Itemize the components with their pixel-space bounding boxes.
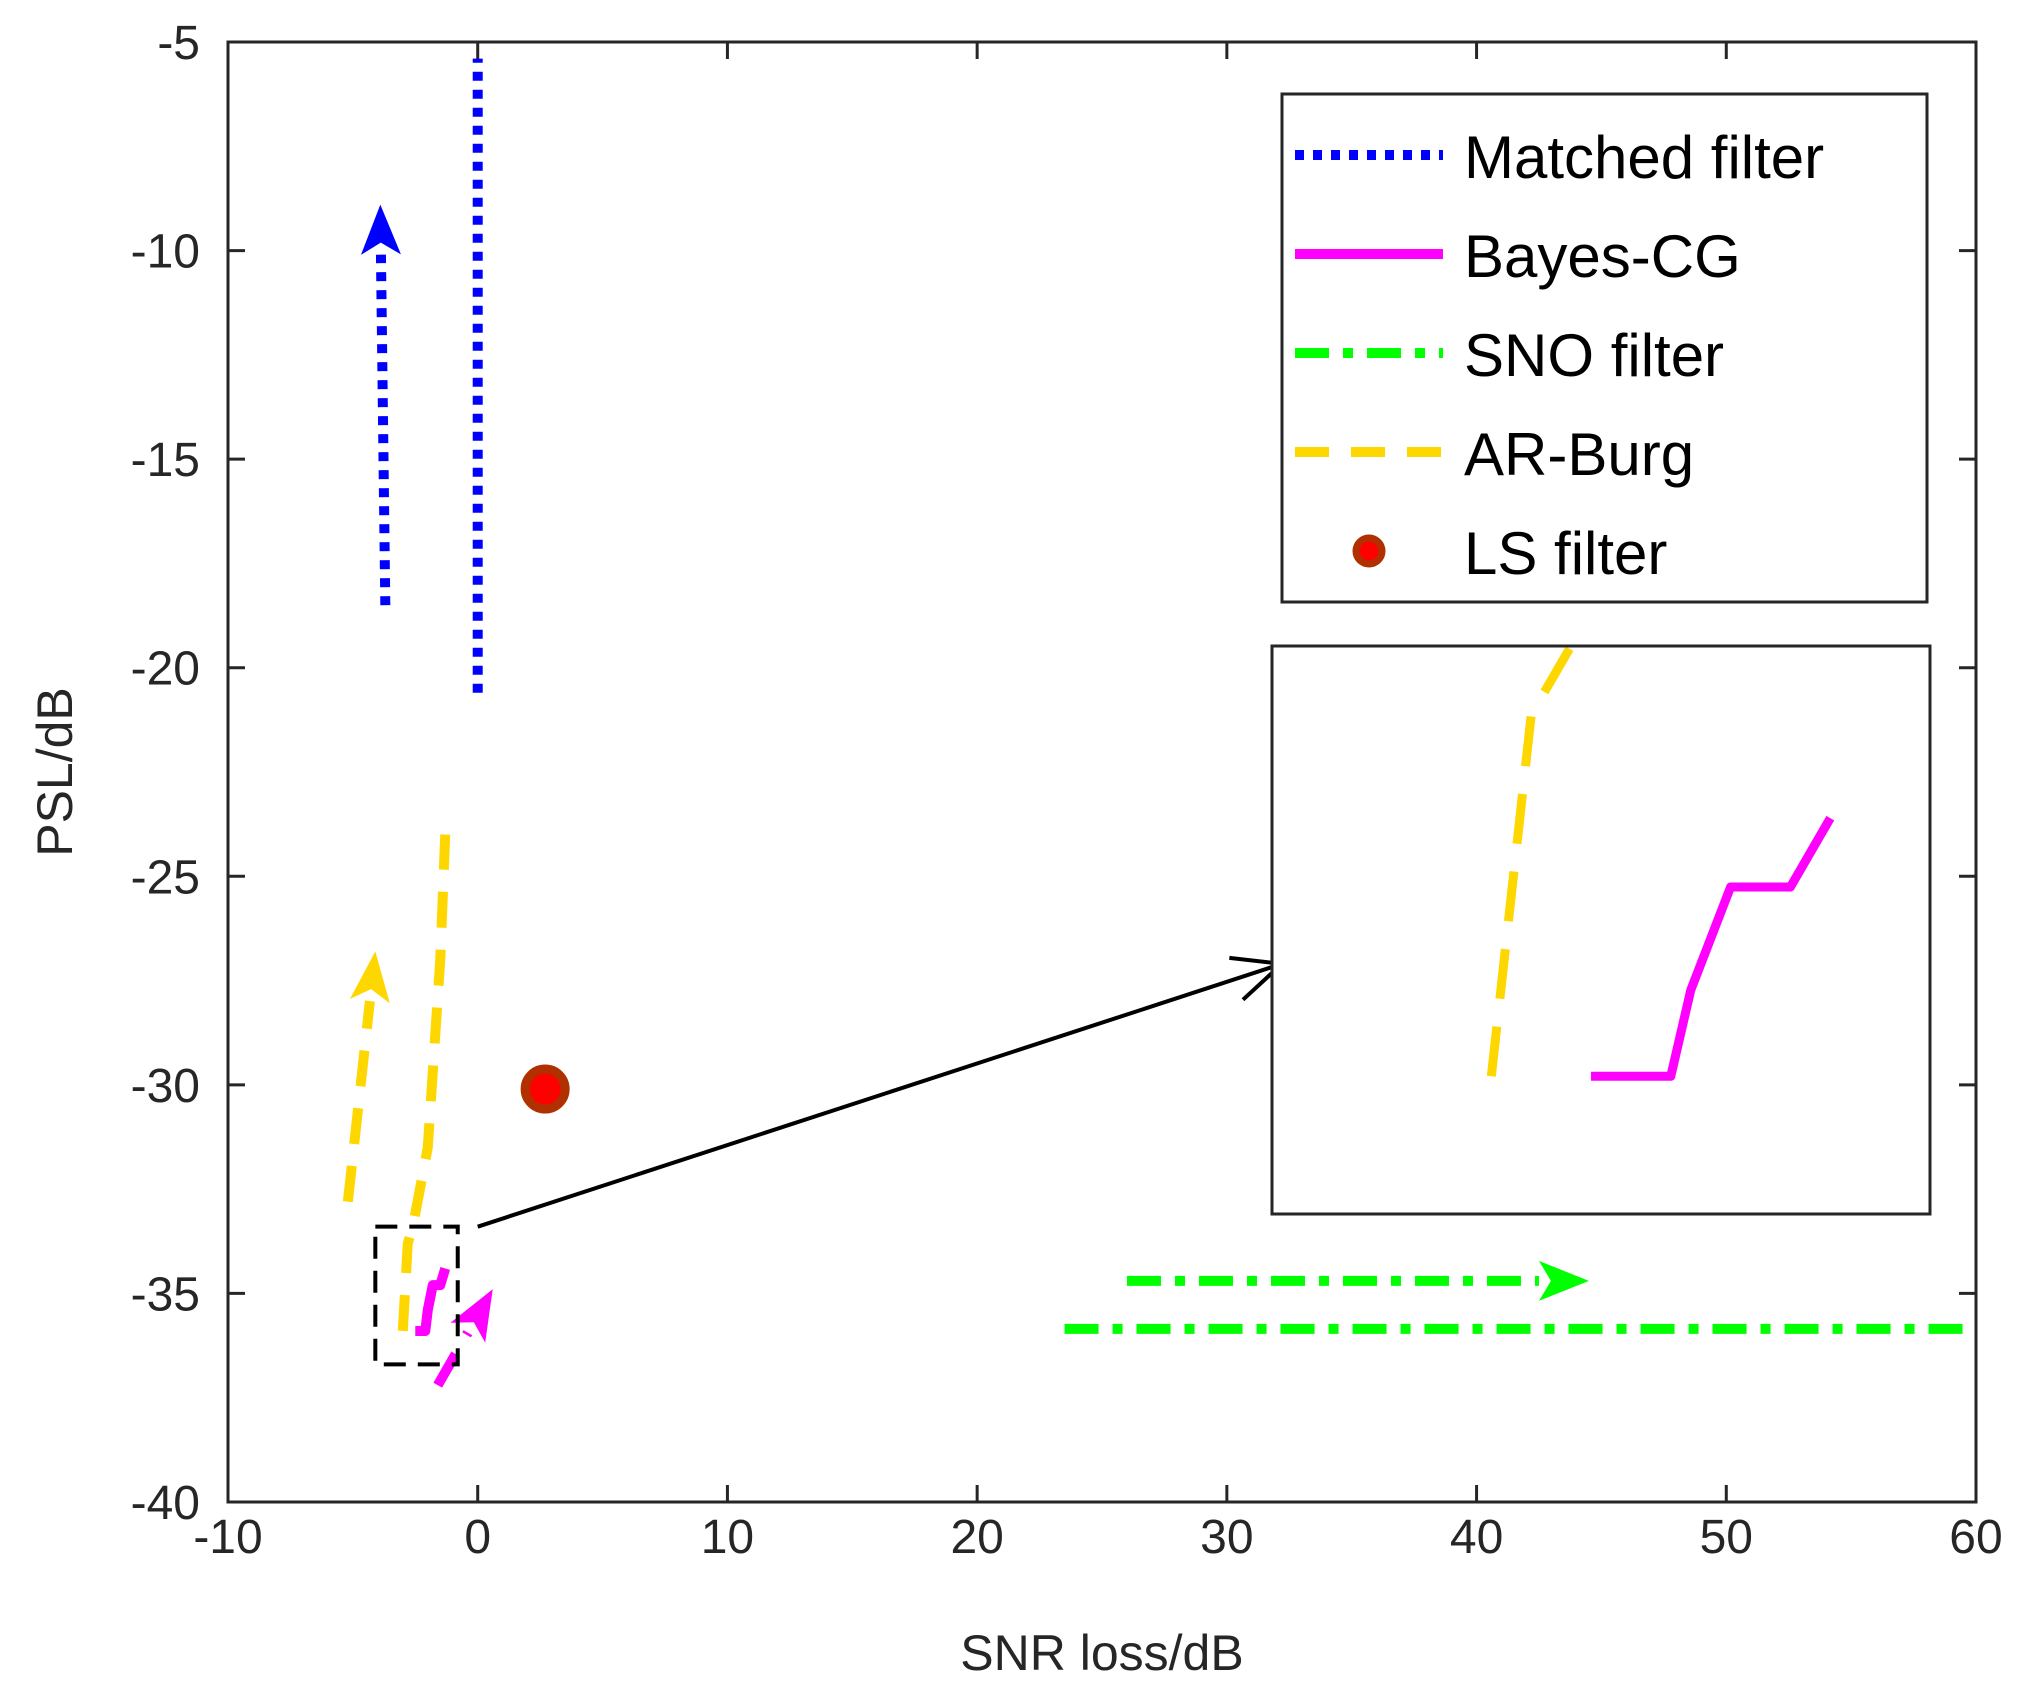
x-tick-label: -10 xyxy=(193,1511,262,1564)
x-tick-label: 40 xyxy=(1450,1511,1503,1564)
x-tick-label: 30 xyxy=(1200,1511,1253,1564)
x-tick-label: 60 xyxy=(1949,1511,2002,1564)
y-tick-label: -25 xyxy=(131,851,200,904)
series-layer xyxy=(397,58,1976,1336)
series-bayes-cg-line xyxy=(415,1266,451,1336)
y-tick-label: -35 xyxy=(131,1268,200,1321)
arrow-head xyxy=(349,951,390,1004)
x-tick-label: 20 xyxy=(950,1511,1003,1564)
arrow-head xyxy=(450,1289,493,1343)
arrow-head xyxy=(1538,1260,1589,1301)
legend-label-bayes-cg: Bayes-CG xyxy=(1464,223,1741,290)
y-tick-label: -5 xyxy=(157,17,200,70)
legend-label-ar-burg: AR-Burg xyxy=(1464,421,1694,488)
series-ls-filter-marker xyxy=(520,1064,570,1114)
arrow-shaft xyxy=(342,1000,375,1203)
arrow-shaft xyxy=(433,1330,473,1388)
y-tick-label: -40 xyxy=(131,1477,200,1530)
inset-frame xyxy=(1270,644,1932,1216)
inset-layer xyxy=(1486,646,1835,1081)
y-tick-label: -15 xyxy=(131,434,200,487)
legend-label-ls-filter: LS filter xyxy=(1464,520,1667,587)
y-tick-label: -10 xyxy=(131,226,200,279)
y-tick-label: -30 xyxy=(131,1060,200,1113)
legend: Matched filter Bayes-CG SNO filter AR-Bu… xyxy=(1280,92,1929,604)
series-ar-burg-line xyxy=(397,834,451,1332)
x-tick-labels: -10 0 10 20 30 40 50 60 xyxy=(193,1511,2002,1564)
arrow-shaft xyxy=(375,254,391,606)
arrow-layer xyxy=(342,204,1589,1388)
x-tick-label: 50 xyxy=(1700,1511,1753,1564)
zoom-region-box xyxy=(373,1224,460,1367)
inset-panel xyxy=(1270,644,1932,1216)
x-axis-label: SNR loss/dB xyxy=(960,1625,1243,1681)
legend-label-matched-filter: Matched filter xyxy=(1464,124,1824,191)
plot-frame xyxy=(226,40,1978,1504)
arrow-shaft xyxy=(477,961,1283,1229)
legend-symbols xyxy=(1295,150,1443,568)
legend-symbol-ls-filter xyxy=(1352,534,1386,568)
legend-label-sno-filter: SNO filter xyxy=(1464,322,1724,389)
y-tick-labels: -40 -35 -30 -25 -20 -15 -10 -5 xyxy=(131,17,200,1530)
y-tick-label: -20 xyxy=(131,643,200,696)
x-tick-label: 0 xyxy=(464,1511,491,1564)
x-tick-label: 10 xyxy=(701,1511,754,1564)
y-axis-label: PSL/dB xyxy=(27,687,83,857)
inset-series-bayes-cg-line xyxy=(1591,815,1835,1081)
arrow-head xyxy=(360,204,401,255)
zoom-layer xyxy=(373,1224,460,1367)
